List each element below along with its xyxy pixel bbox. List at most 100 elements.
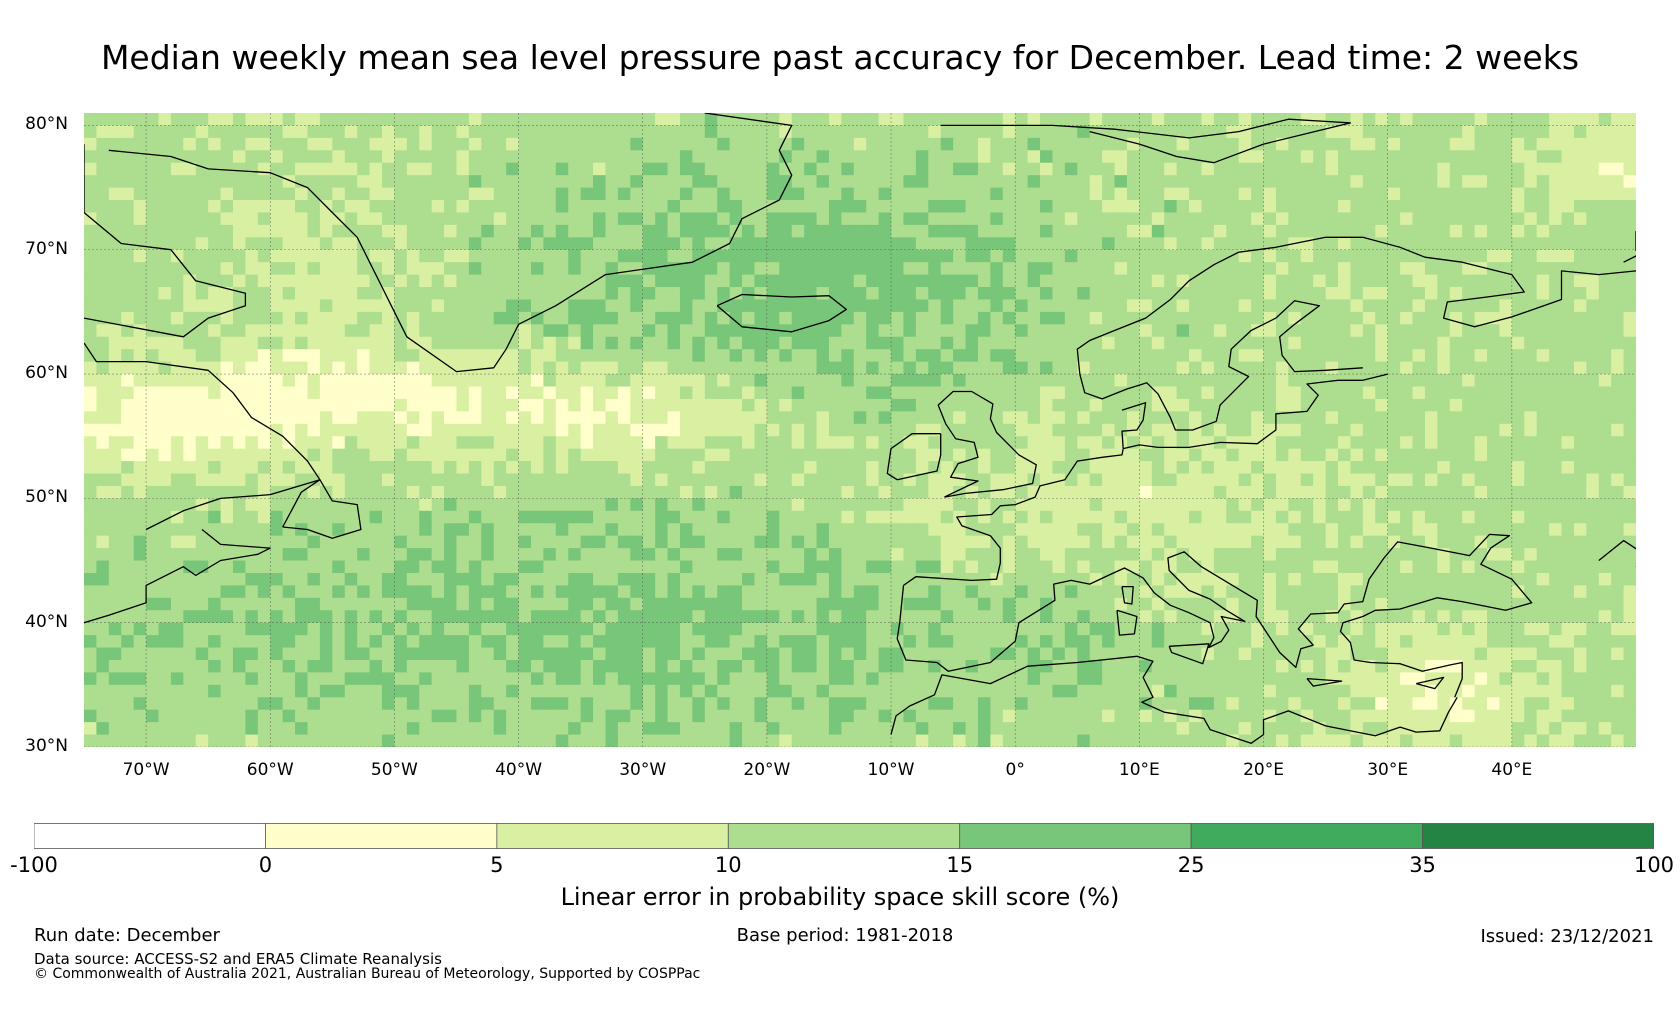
- skill-cell: [866, 287, 880, 301]
- skill-cell: [1362, 510, 1376, 524]
- skill-cell: [158, 150, 172, 164]
- skill-cell: [183, 287, 197, 301]
- skill-cell: [742, 162, 756, 176]
- skill-cell: [1462, 448, 1476, 462]
- skill-cell: [903, 510, 917, 524]
- skill-cell: [717, 274, 731, 288]
- skill-cell: [1114, 585, 1128, 599]
- skill-cell: [555, 510, 569, 524]
- skill-cell: [1462, 560, 1476, 574]
- skill-cell: [84, 274, 98, 288]
- skill-cell: [667, 224, 681, 238]
- skill-cell: [940, 548, 954, 562]
- skill-cell: [146, 187, 160, 201]
- skill-cell: [1126, 473, 1140, 487]
- skill-cell: [195, 448, 209, 462]
- skill-cell: [1350, 411, 1364, 425]
- skill-cell: [1213, 187, 1227, 201]
- skill-cell: [630, 113, 644, 127]
- skill-cell: [1313, 411, 1327, 425]
- skill-cell: [357, 448, 371, 462]
- skill-cell: [183, 187, 197, 201]
- skill-cell: [953, 535, 967, 549]
- skill-cell: [804, 461, 818, 475]
- skill-cell: [1151, 423, 1165, 437]
- skill-cell: [940, 262, 954, 276]
- skill-cell: [1412, 237, 1426, 251]
- skill-cell: [1189, 498, 1203, 512]
- skill-cell: [1064, 597, 1078, 611]
- skill-cell: [1412, 262, 1426, 276]
- skill-cell: [543, 287, 557, 301]
- skill-cell: [928, 249, 942, 263]
- skill-cell: [1573, 560, 1587, 574]
- skill-cell: [518, 187, 532, 201]
- skill-cell: [754, 510, 768, 524]
- skill-cell: [593, 137, 607, 151]
- skill-cell: [468, 597, 482, 611]
- skill-cell: [1251, 187, 1265, 201]
- skill-cell: [96, 299, 110, 313]
- skill-cell: [692, 349, 706, 363]
- skill-cell: [282, 374, 296, 388]
- skill-cell: [257, 125, 271, 139]
- skill-cell: [1499, 485, 1513, 499]
- skill-cell: [679, 374, 693, 388]
- skill-cell: [1164, 336, 1178, 350]
- skill-cell: [1189, 287, 1203, 301]
- skill-cell: [1288, 436, 1302, 450]
- skill-cell: [903, 535, 917, 549]
- skill-cell: [1412, 324, 1426, 338]
- skill-cell: [183, 461, 197, 475]
- skill-cell: [257, 498, 271, 512]
- skill-cell: [1064, 386, 1078, 400]
- skill-cell: [1536, 423, 1550, 437]
- chart-title: Median weekly mean sea level pressure pa…: [100, 38, 1580, 77]
- skill-cell: [692, 200, 706, 214]
- skill-cell: [593, 212, 607, 226]
- skill-cell: [1064, 560, 1078, 574]
- skill-cell: [518, 548, 532, 562]
- skill-cell: [655, 411, 669, 425]
- skill-cell: [555, 249, 569, 263]
- skill-cell: [1313, 287, 1327, 301]
- skill-cell: [146, 535, 160, 549]
- skill-cell: [481, 200, 495, 214]
- skill-cell: [1313, 361, 1327, 375]
- skill-cell: [158, 572, 172, 586]
- skill-cell: [220, 498, 234, 512]
- skill-cell: [1002, 398, 1016, 412]
- skill-cell: [481, 436, 495, 450]
- skill-cell: [245, 349, 259, 363]
- skill-cell: [1263, 535, 1277, 549]
- skill-cell: [1511, 212, 1525, 226]
- skill-cell: [692, 411, 706, 425]
- skill-cell: [1400, 274, 1414, 288]
- skill-cell: [257, 448, 271, 462]
- skill-cell: [1338, 311, 1352, 325]
- skill-cell: [617, 162, 631, 176]
- skill-cell: [779, 162, 793, 176]
- skill-cell: [369, 423, 383, 437]
- skill-cell: [170, 398, 184, 412]
- skill-cell: [220, 423, 234, 437]
- skill-cell: [1102, 436, 1116, 450]
- skill-cell: [1412, 498, 1426, 512]
- skill-cell: [1598, 386, 1612, 400]
- skill-cell: [1027, 386, 1041, 400]
- skill-cell: [1375, 324, 1389, 338]
- skill-cell: [245, 150, 259, 164]
- skill-cell: [1362, 274, 1376, 288]
- skill-cell: [816, 212, 830, 226]
- skill-cell: [580, 311, 594, 325]
- skill-cell: [543, 572, 557, 586]
- skill-cell: [1015, 374, 1029, 388]
- skill-cell: [878, 274, 892, 288]
- skill-cell: [1375, 473, 1389, 487]
- skill-cell: [170, 349, 184, 363]
- skill-cell: [1263, 187, 1277, 201]
- skill-cell: [332, 262, 346, 276]
- skill-cell: [779, 336, 793, 350]
- skill-cell: [1375, 274, 1389, 288]
- skill-cell: [468, 560, 482, 574]
